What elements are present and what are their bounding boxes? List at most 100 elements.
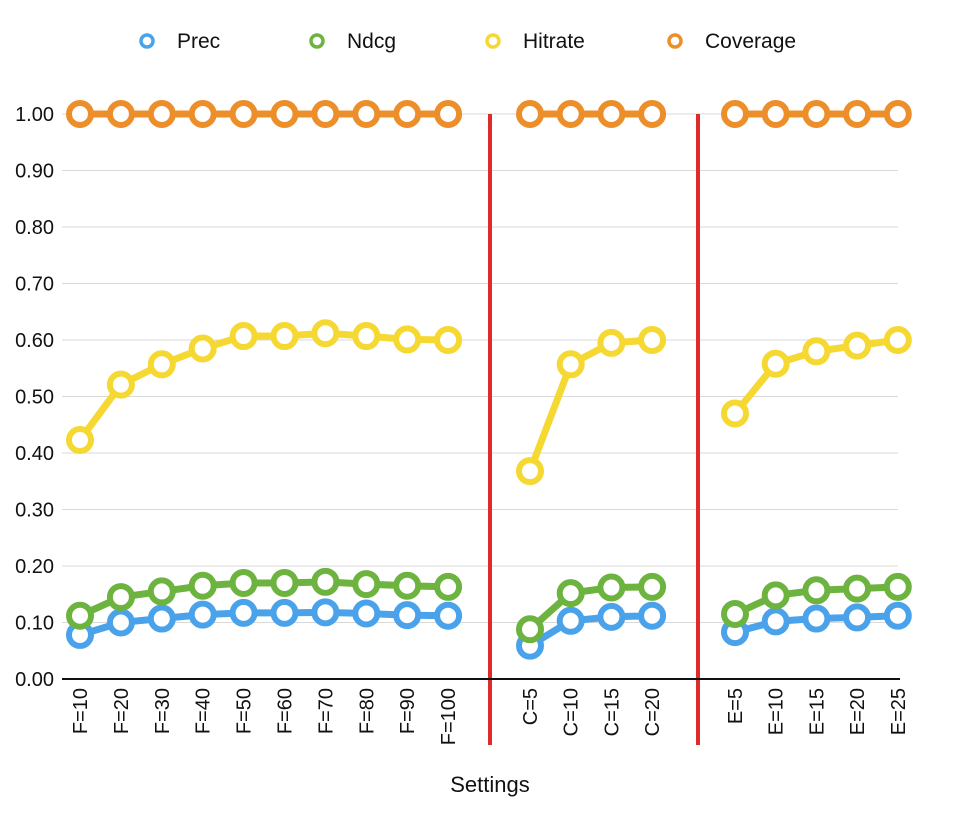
- data-point-coverage: [516, 100, 544, 128]
- x-tick-label: C=10: [561, 688, 583, 736]
- data-point-hitrate: [393, 325, 422, 354]
- y-tick-label: 0.70: [15, 274, 54, 296]
- data-point-ndcg: [802, 576, 831, 605]
- data-point-hitrate: [106, 370, 135, 399]
- y-tick-label: 0.30: [15, 500, 54, 522]
- data-point-hitrate: [556, 350, 585, 379]
- data-point-coverage: [352, 100, 381, 128]
- series-hitrate-group-2: [516, 326, 667, 486]
- legend-label: Coverage: [705, 30, 796, 53]
- data-point-coverage: [761, 100, 790, 128]
- x-tick-label: F=70: [315, 688, 337, 734]
- data-point-ndcg: [434, 572, 463, 601]
- series-line-prec: [526, 612, 656, 650]
- x-tick-label: E=25: [888, 688, 910, 735]
- legend-label: Ndcg: [347, 30, 396, 53]
- x-tick-label: F=100: [438, 688, 460, 745]
- data-point-prec: [556, 606, 585, 635]
- data-point-prec: [147, 604, 176, 633]
- data-point-prec: [393, 601, 422, 630]
- data-point-coverage: [597, 100, 626, 128]
- data-point-ndcg: [597, 573, 626, 602]
- data-point-ndcg: [352, 570, 381, 599]
- data-point-hitrate: [516, 457, 544, 486]
- series-ndcg-group-2: [516, 572, 667, 644]
- series-lines: [66, 100, 912, 660]
- y-tick-label: 0.60: [15, 330, 54, 352]
- series-line-ndcg: [76, 578, 452, 620]
- data-point-hitrate: [188, 334, 217, 363]
- x-tick-label: F=60: [275, 688, 297, 734]
- series-coverage-group-2: [516, 100, 667, 128]
- x-tick-label: C=20: [642, 688, 664, 736]
- axes: 0.00 0.10 0.20 0.30 0.40 0.50 0.60 0.70 0.80 0.90…: [15, 104, 910, 745]
- data-point-coverage: [721, 100, 749, 128]
- group-separators: [488, 114, 700, 745]
- data-point-prec: [883, 601, 912, 630]
- data-point-hitrate: [802, 337, 831, 366]
- x-axis-title: Settings: [450, 772, 530, 797]
- series-ndcg-group-1: [66, 567, 463, 630]
- data-point-coverage: [638, 100, 667, 128]
- y-tick-label: 1.00: [15, 104, 54, 126]
- data-point-coverage: [229, 100, 258, 128]
- x-tick-label: F=40: [193, 688, 215, 734]
- data-point-coverage: [843, 100, 872, 128]
- data-point-hitrate: [843, 331, 872, 360]
- data-point-hitrate: [597, 328, 626, 357]
- legend: Prec Ndcg Hitrate Coverage: [139, 30, 796, 53]
- legend-label: Hitrate: [523, 30, 585, 53]
- data-point-hitrate: [761, 349, 790, 378]
- legend-label: Prec: [177, 30, 220, 53]
- series-prec-group-3: [721, 601, 912, 647]
- data-point-ndcg: [188, 571, 217, 600]
- series-prec-group-1: [66, 598, 463, 649]
- data-point-ndcg: [516, 615, 544, 644]
- data-point-hitrate: [883, 326, 912, 354]
- series-coverage-group-1: [66, 100, 463, 128]
- data-point-ndcg: [229, 568, 258, 597]
- series-line-prec: [76, 608, 452, 639]
- data-point-prec: [597, 602, 626, 631]
- x-tick-label: E=10: [766, 688, 788, 735]
- data-point-prec: [270, 598, 299, 627]
- data-point-ndcg: [270, 568, 299, 597]
- series-line-ndcg: [526, 583, 656, 633]
- y-tick-label: 0.10: [15, 613, 54, 635]
- x-tick-label: F=30: [152, 688, 174, 734]
- data-point-coverage: [556, 100, 585, 128]
- x-tick-label: F=90: [397, 688, 419, 734]
- series-ndcg-group-3: [721, 572, 912, 629]
- data-point-hitrate: [311, 319, 340, 348]
- data-point-coverage: [106, 100, 135, 128]
- data-point-coverage: [802, 100, 831, 128]
- data-point-coverage: [311, 100, 340, 128]
- data-point-coverage: [147, 100, 176, 128]
- data-point-hitrate: [721, 399, 749, 428]
- data-point-hitrate: [229, 322, 258, 351]
- data-point-ndcg: [761, 581, 790, 610]
- data-point-prec: [311, 598, 340, 627]
- data-point-ndcg: [843, 574, 872, 603]
- data-point-ndcg: [883, 572, 912, 601]
- data-point-ndcg: [721, 600, 749, 629]
- y-tick-label: 0.20: [15, 556, 54, 578]
- legend-item-hitrate: Hitrate: [485, 30, 585, 53]
- data-point-coverage: [883, 100, 912, 128]
- data-point-coverage: [393, 100, 422, 128]
- legend-marker: [309, 33, 325, 49]
- x-tick-label: F=10: [70, 688, 92, 734]
- data-point-hitrate: [638, 326, 667, 354]
- data-point-prec: [352, 599, 381, 628]
- series-hitrate-group-3: [721, 326, 912, 428]
- data-point-hitrate: [66, 426, 94, 455]
- series-hitrate-group-1: [66, 319, 463, 455]
- y-tick-label: 0.90: [15, 161, 54, 183]
- data-point-coverage: [188, 100, 217, 128]
- x-tick-label: C=5: [520, 688, 542, 725]
- legend-item-coverage: Coverage: [667, 30, 796, 53]
- data-point-ndcg: [66, 601, 94, 630]
- data-point-ndcg: [638, 572, 667, 601]
- data-point-prec: [761, 607, 790, 636]
- y-tick-label: 0.00: [15, 669, 54, 691]
